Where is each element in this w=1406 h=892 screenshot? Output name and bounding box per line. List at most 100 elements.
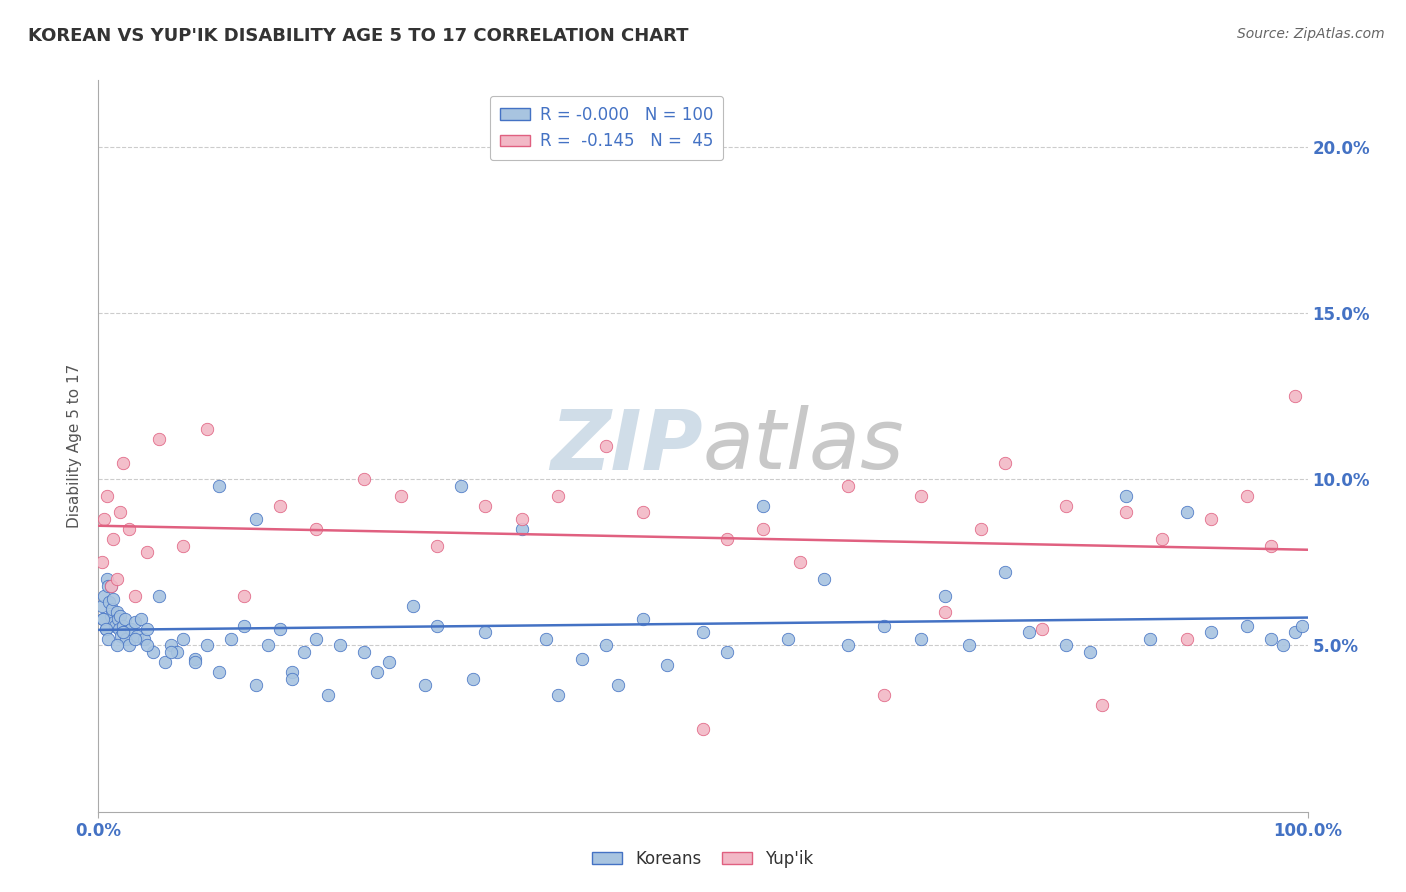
Point	[957, 639, 980, 653]
Point	[105, 639, 128, 653]
Point	[94, 622, 117, 636]
Point	[166, 645, 188, 659]
Point	[353, 472, 375, 486]
Point	[208, 665, 231, 679]
Point	[813, 572, 835, 586]
Point	[281, 672, 304, 686]
Point	[108, 622, 131, 636]
Point	[1018, 625, 1040, 640]
Point	[100, 579, 122, 593]
Point	[474, 625, 496, 640]
Point	[1139, 632, 1161, 646]
Point	[1152, 532, 1174, 546]
Point	[534, 632, 557, 646]
Point	[910, 489, 932, 503]
Point	[124, 589, 146, 603]
Point	[153, 655, 176, 669]
Point	[93, 512, 115, 526]
Point	[124, 632, 146, 646]
Point	[631, 506, 654, 520]
Point	[1272, 639, 1295, 653]
Point	[148, 433, 170, 447]
Legend: Koreans, Yup'ik: Koreans, Yup'ik	[586, 844, 820, 875]
Point	[305, 632, 328, 646]
Point	[1236, 618, 1258, 632]
Point	[1054, 639, 1077, 653]
Point	[135, 545, 157, 559]
Point	[1078, 645, 1101, 659]
Point	[595, 639, 617, 653]
Text: KOREAN VS YUP'IK DISABILITY AGE 5 TO 17 CORRELATION CHART: KOREAN VS YUP'IK DISABILITY AGE 5 TO 17 …	[28, 27, 689, 45]
Point	[103, 615, 125, 630]
Point	[135, 622, 157, 636]
Point	[716, 532, 738, 546]
Point	[107, 612, 129, 626]
Point	[1260, 539, 1282, 553]
Point	[1115, 489, 1137, 503]
Point	[1115, 506, 1137, 520]
Point	[292, 645, 315, 659]
Point	[104, 618, 127, 632]
Point	[934, 605, 956, 619]
Point	[111, 456, 134, 470]
Point	[631, 612, 654, 626]
Point	[91, 612, 114, 626]
Point	[752, 522, 775, 536]
Text: ZIP: ZIP	[550, 406, 703, 486]
Point	[366, 665, 388, 679]
Point	[93, 589, 115, 603]
Point	[655, 658, 678, 673]
Point	[195, 422, 218, 436]
Point	[111, 625, 134, 640]
Text: Source: ZipAtlas.com: Source: ZipAtlas.com	[1237, 27, 1385, 41]
Point	[114, 612, 136, 626]
Point	[160, 645, 183, 659]
Point	[1054, 499, 1077, 513]
Point	[281, 665, 304, 679]
Point	[474, 499, 496, 513]
Point	[413, 678, 436, 692]
Point	[97, 632, 120, 646]
Point	[1236, 489, 1258, 503]
Point	[1284, 389, 1306, 403]
Point	[970, 522, 993, 536]
Legend: R = -0.000   N = 100, R =  -0.145   N =  45: R = -0.000 N = 100, R = -0.145 N = 45	[489, 96, 723, 161]
Point	[129, 612, 152, 626]
Point	[208, 479, 231, 493]
Point	[101, 591, 124, 606]
Point	[1291, 618, 1313, 632]
Point	[100, 608, 122, 623]
Point	[256, 639, 278, 653]
Point	[1175, 632, 1198, 646]
Point	[110, 628, 132, 642]
Point	[934, 589, 956, 603]
Point	[134, 632, 156, 646]
Point	[426, 539, 449, 553]
Point	[402, 599, 425, 613]
Point	[195, 639, 218, 653]
Point	[1175, 506, 1198, 520]
Point	[115, 632, 138, 646]
Point	[1091, 698, 1114, 713]
Point	[160, 639, 183, 653]
Point	[510, 512, 533, 526]
Point	[329, 639, 352, 653]
Point	[124, 615, 146, 630]
Point	[142, 645, 165, 659]
Point	[184, 652, 207, 666]
Y-axis label: Disability Age 5 to 17: Disability Age 5 to 17	[67, 364, 83, 528]
Point	[118, 639, 141, 653]
Point	[127, 628, 149, 642]
Point	[547, 689, 569, 703]
Point	[108, 608, 131, 623]
Point	[112, 625, 135, 640]
Point	[595, 439, 617, 453]
Point	[692, 722, 714, 736]
Point	[426, 618, 449, 632]
Point	[463, 672, 485, 686]
Point	[101, 532, 124, 546]
Point	[232, 618, 254, 632]
Point	[135, 639, 157, 653]
Point	[1199, 625, 1222, 640]
Point	[245, 678, 267, 692]
